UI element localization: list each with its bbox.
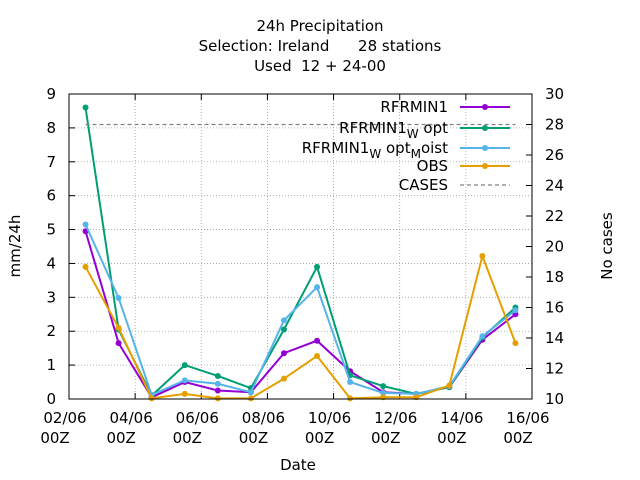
series-line-0	[84, 230, 517, 399]
y2-axis-label: No cases	[598, 212, 616, 280]
x-axis-label: Date	[280, 456, 316, 474]
legend-label-0: RFRMIN1	[380, 98, 448, 116]
y-tick-label: 6	[46, 187, 56, 205]
legend-label-1: RFRMIN1W opt	[339, 119, 448, 141]
y2-tick-label: 18	[545, 268, 564, 286]
y2-tick-label: 24	[545, 177, 564, 195]
legend-label-3: OBS	[417, 157, 448, 175]
series-line-2	[84, 224, 517, 397]
series-3-point	[82, 263, 89, 270]
series-0-point	[214, 387, 221, 394]
y-tick-label: 9	[46, 85, 56, 103]
series-3-point	[314, 352, 321, 359]
series-line-1	[84, 107, 517, 398]
y2-tick-label: 22	[545, 207, 564, 225]
x-tick-label-date: 08/06	[242, 409, 285, 427]
y-tick-label: 7	[46, 153, 56, 171]
x-tick-label-date: 02/06	[43, 409, 86, 427]
series-2-point	[247, 389, 254, 396]
x-tick-label-date: 04/06	[110, 409, 153, 427]
series-3-point	[512, 340, 519, 347]
x-tick-label-time: 00Z	[40, 429, 69, 447]
legend-marker-2	[482, 145, 488, 151]
x-tick-label-time: 00Z	[437, 429, 466, 447]
series-2-point	[115, 295, 122, 302]
series-0-point	[280, 350, 287, 357]
series-3-point	[446, 382, 453, 389]
y2-tick-label: 28	[545, 116, 564, 134]
plot-frame	[68, 93, 533, 400]
series-1-point	[380, 383, 387, 390]
series-2-point	[82, 221, 89, 228]
legend-marker-0	[482, 104, 488, 110]
series-3-point	[280, 375, 287, 382]
y-tick-label: 3	[46, 288, 56, 306]
legend-marker-1	[482, 125, 488, 131]
y2-tick-label: 20	[545, 238, 564, 256]
legend-marker-3	[482, 163, 488, 169]
series-2-point	[512, 307, 519, 314]
series-2-point	[347, 379, 354, 386]
series-2-point	[380, 389, 387, 396]
x-tick-label-time: 00Z	[106, 429, 135, 447]
series-3-point	[181, 390, 188, 397]
series-1-point	[181, 362, 188, 369]
chart-title-line-2: Selection: Ireland 28 stations	[198, 37, 442, 55]
series-1-point	[214, 372, 221, 379]
x-tick-label-date: 12/06	[374, 409, 417, 427]
y2-tick-label: 14	[545, 329, 564, 347]
y2-tick-label: 30	[545, 85, 564, 103]
legend-label-4: CASES	[399, 176, 448, 194]
x-tick-label-date: 10/06	[308, 409, 351, 427]
series-group	[82, 104, 519, 402]
series-3-point	[479, 252, 486, 259]
series-3-point	[214, 395, 221, 402]
y-tick-label: 1	[46, 356, 56, 374]
series-2-point	[479, 333, 486, 340]
axis-ticks: 0123456789101214161820222426283002/0600Z…	[40, 85, 564, 447]
y2-tick-label: 26	[545, 146, 564, 164]
y2-tick-label: 12	[545, 360, 564, 378]
x-tick-label-time: 00Z	[305, 429, 334, 447]
series-3-point	[115, 324, 122, 331]
series-1-point	[314, 263, 321, 270]
series-0-point	[314, 337, 321, 344]
y-tick-label: 8	[46, 119, 56, 137]
series-2-point	[280, 317, 287, 324]
series-1-point	[82, 104, 89, 111]
series-2-point	[181, 377, 188, 384]
legend-label-2: RFRMIN1W optMoist	[302, 139, 448, 161]
series-2-point	[214, 380, 221, 387]
x-tick-label-time: 00Z	[173, 429, 202, 447]
series-line-3	[84, 252, 517, 400]
chart-title-line-1: 24h Precipitation	[256, 17, 384, 35]
x-tick-label-time: 00Z	[371, 429, 400, 447]
x-tick-label-date: 16/06	[506, 409, 549, 427]
x-tick-label-time: 00Z	[239, 429, 268, 447]
series-2-point	[314, 284, 321, 291]
y-tick-label: 2	[46, 322, 56, 340]
y2-tick-label: 16	[545, 299, 564, 317]
series-1-point	[280, 326, 287, 333]
series-3-point	[247, 395, 254, 402]
series-3-point	[347, 395, 354, 402]
y-tick-label: 0	[46, 390, 56, 408]
x-tick-label-time: 00Z	[503, 429, 532, 447]
chart-title-line-3: Used 12 + 24-00	[254, 57, 386, 75]
y2-tick-label: 10	[545, 390, 564, 408]
x-tick-label-date: 14/06	[440, 409, 483, 427]
series-0-point	[115, 340, 122, 347]
x-tick-label-date: 06/06	[176, 409, 219, 427]
y-tick-label: 4	[46, 254, 56, 272]
y-axis-label: mm/24h	[6, 215, 24, 278]
series-3-point	[148, 395, 155, 402]
y-tick-label: 5	[46, 221, 56, 239]
